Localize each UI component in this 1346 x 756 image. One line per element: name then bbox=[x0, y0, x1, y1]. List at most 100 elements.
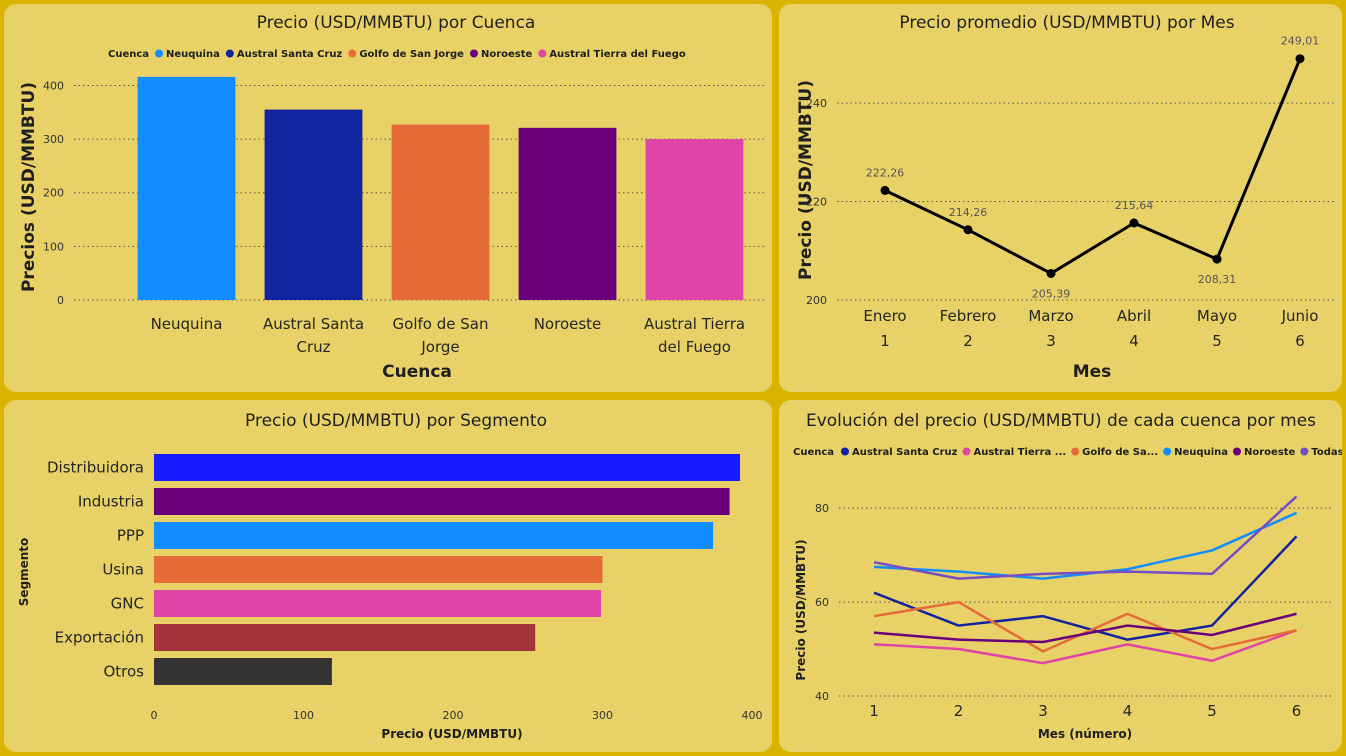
y-tick-label: Exportación bbox=[55, 629, 144, 647]
chart-precio-cuenca[interactable]: Precio (USD/MMBTU) por Cuenca Cuenca Neu… bbox=[4, 4, 772, 392]
data-point[interactable] bbox=[1295, 54, 1305, 64]
panel-precio-segmento: Precio (USD/MMBTU) por Segmento Distribu… bbox=[4, 400, 772, 752]
bar[interactable] bbox=[518, 127, 617, 300]
bar[interactable] bbox=[154, 658, 332, 685]
y-tick-label: Usina bbox=[102, 561, 144, 579]
y-tick-label: PPP bbox=[117, 527, 144, 545]
x-tick-label: Enero bbox=[863, 307, 906, 325]
y-tick-label: 300 bbox=[43, 133, 64, 146]
y-tick-label: 80 bbox=[815, 502, 829, 515]
x-tick-label: Austral Tierra del Fuego bbox=[644, 315, 745, 356]
x-tick-sublabel: 1 bbox=[880, 332, 890, 350]
bar[interactable] bbox=[264, 109, 363, 300]
bar[interactable] bbox=[154, 522, 714, 549]
legend-swatch bbox=[155, 49, 163, 58]
legend-item[interactable]: Neuquina bbox=[1163, 447, 1228, 458]
bar[interactable] bbox=[154, 624, 536, 651]
data-label: 215,64 bbox=[1115, 199, 1154, 212]
x-tick-label: 1 bbox=[869, 702, 879, 720]
bar[interactable] bbox=[154, 590, 602, 617]
y-tick-label: GNC bbox=[111, 595, 144, 613]
line-series[interactable] bbox=[873, 535, 1298, 641]
panel-precio-cuenca: Precio (USD/MMBTU) por Cuenca Cuenca Neu… bbox=[4, 4, 772, 392]
x-tick-label: 3 bbox=[1038, 702, 1048, 720]
line-series[interactable] bbox=[873, 511, 1298, 580]
x-tick-label: 2 bbox=[954, 702, 964, 720]
x-tick-label: Mayo bbox=[1197, 307, 1237, 325]
line-series[interactable] bbox=[873, 495, 1298, 580]
x-axis-label: Precio (USD/MMBTU) bbox=[381, 727, 522, 741]
x-tick-label: 5 bbox=[1207, 702, 1217, 720]
x-tick-label: Febrero bbox=[940, 307, 997, 325]
y-tick-label: 100 bbox=[43, 240, 64, 253]
chart-evolucion-cuenca-mes[interactable]: Evolución del precio (USD/MMBTU) de cada… bbox=[779, 400, 1342, 752]
legend-item[interactable]: Austral Tierra ... bbox=[962, 447, 1066, 458]
legend-item[interactable]: Golfo de San Jorge bbox=[348, 49, 464, 60]
bar[interactable] bbox=[154, 454, 741, 481]
x-tick-label: 6 bbox=[1292, 702, 1302, 720]
bar[interactable] bbox=[154, 488, 730, 515]
y-axis-label: Precio (USD/MMBTU) bbox=[794, 539, 808, 680]
legend-label: Noroeste bbox=[481, 49, 533, 60]
y-axis-label: Precios (USD/MMBTU) bbox=[19, 82, 39, 292]
y-tick-label: Distribuidora bbox=[47, 459, 144, 477]
legend-item[interactable]: Austral Tierra del Fuego bbox=[538, 49, 686, 60]
legend-swatch bbox=[841, 447, 849, 456]
y-axis-label: Segmento bbox=[17, 538, 31, 607]
x-tick-sublabel: 6 bbox=[1295, 332, 1305, 350]
x-axis-label: Mes bbox=[1073, 362, 1112, 382]
legend-item[interactable]: Austral Santa Cruz bbox=[841, 447, 958, 458]
legend-title: Cuenca bbox=[108, 49, 149, 60]
legend-label: Austral Tierra del Fuego bbox=[549, 49, 686, 60]
chart-title: Precio (USD/MMBTU) por Cuenca bbox=[257, 13, 536, 33]
legend-item[interactable]: Noroeste bbox=[1233, 447, 1296, 458]
y-tick-label: 40 bbox=[815, 690, 829, 703]
legend-item[interactable]: Todas bbox=[1300, 447, 1342, 458]
legend-label: Todas bbox=[1311, 447, 1342, 458]
x-tick-label: 4 bbox=[1123, 702, 1133, 720]
chart-precio-mes[interactable]: Precio promedio (USD/MMBTU) por Mes 200 2… bbox=[779, 4, 1342, 392]
y-tick-label: 200 bbox=[43, 187, 64, 200]
line-series[interactable] bbox=[884, 58, 1302, 275]
y-tick-label: 60 bbox=[815, 596, 829, 609]
x-tick-sublabel: 2 bbox=[963, 332, 973, 350]
x-tick-label: Golfo de San Jorge bbox=[393, 315, 489, 356]
legend[interactable]: Cuenca Neuquina Austral Santa Cruz Golfo d… bbox=[108, 49, 686, 60]
x-tick-label: 400 bbox=[742, 709, 763, 722]
chart-precio-segmento[interactable]: Precio (USD/MMBTU) por Segmento Distribu… bbox=[4, 400, 772, 752]
legend-item[interactable]: Austral Santa Cruz bbox=[225, 49, 343, 60]
line-series[interactable] bbox=[873, 629, 1297, 665]
data-point[interactable] bbox=[1046, 268, 1056, 278]
data-point[interactable] bbox=[1212, 254, 1222, 264]
legend-swatch bbox=[469, 49, 478, 58]
panel-evolucion-cuenca-mes: Evolución del precio (USD/MMBTU) de cada… bbox=[779, 400, 1342, 752]
x-tick-label: Austral Santa Cruz bbox=[263, 315, 364, 356]
x-tick-label: 100 bbox=[293, 709, 314, 722]
legend-label: Neuquina bbox=[166, 49, 220, 60]
data-label: 208,31 bbox=[1198, 273, 1237, 286]
chart-title: Evolución del precio (USD/MMBTU) de cada… bbox=[806, 411, 1316, 431]
chart-title: Precio (USD/MMBTU) por Segmento bbox=[245, 411, 547, 431]
x-tick-label: Junio bbox=[1281, 307, 1319, 325]
data-point[interactable] bbox=[1129, 218, 1139, 228]
x-tick-sublabel: 4 bbox=[1129, 332, 1139, 350]
legend-swatch bbox=[1300, 447, 1309, 456]
data-point[interactable] bbox=[880, 185, 890, 195]
legend-item[interactable]: Neuquina bbox=[155, 49, 220, 60]
data-point[interactable] bbox=[963, 225, 973, 235]
legend-swatch bbox=[1071, 447, 1080, 456]
x-tick-label: Abril bbox=[1117, 307, 1151, 325]
legend-item[interactable]: Golfo de Sa... bbox=[1071, 447, 1158, 458]
legend-label: Neuquina bbox=[1174, 447, 1228, 458]
legend-label: Austral Tierra ... bbox=[973, 447, 1066, 458]
bar[interactable] bbox=[645, 139, 744, 300]
bar[interactable] bbox=[137, 76, 236, 300]
line-series[interactable] bbox=[873, 612, 1297, 644]
chart-title: Precio promedio (USD/MMBTU) por Mes bbox=[899, 13, 1234, 33]
bar[interactable] bbox=[391, 124, 490, 300]
legend[interactable]: Cuenca Austral Santa Cruz Austral Tierra … bbox=[793, 447, 1342, 458]
x-axis-label: Cuenca bbox=[382, 362, 452, 382]
legend-item[interactable]: Noroeste bbox=[469, 49, 533, 60]
bar[interactable] bbox=[154, 556, 603, 583]
y-tick-label: 400 bbox=[43, 79, 64, 92]
